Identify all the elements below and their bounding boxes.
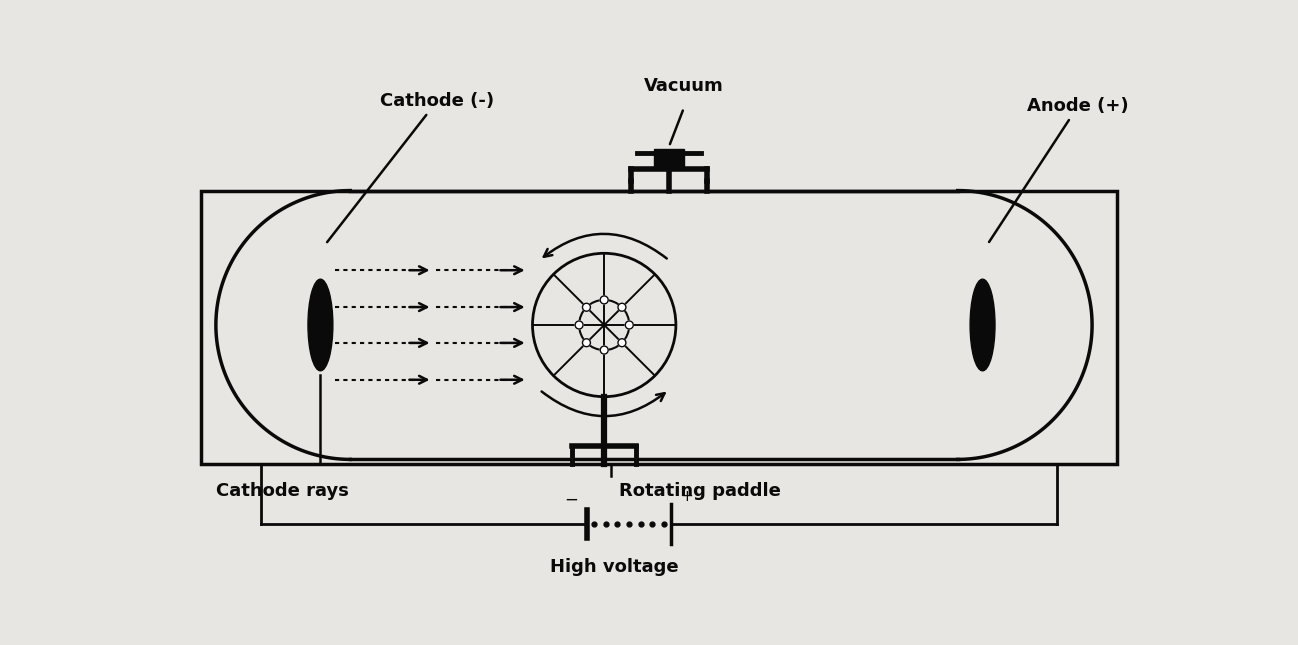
Circle shape bbox=[618, 303, 626, 312]
Circle shape bbox=[575, 321, 583, 329]
Text: Cathode rays: Cathode rays bbox=[215, 482, 349, 501]
Text: +: + bbox=[680, 489, 693, 504]
Circle shape bbox=[600, 296, 609, 304]
Text: Cathode (-): Cathode (-) bbox=[327, 92, 495, 242]
Ellipse shape bbox=[308, 279, 332, 371]
Text: Vacuum: Vacuum bbox=[644, 77, 724, 95]
Circle shape bbox=[618, 339, 626, 347]
Polygon shape bbox=[654, 149, 684, 168]
Circle shape bbox=[626, 321, 633, 329]
Text: Anode (+): Anode (+) bbox=[989, 97, 1129, 242]
Text: −: − bbox=[565, 490, 579, 508]
Circle shape bbox=[583, 339, 591, 347]
Text: Rotating paddle: Rotating paddle bbox=[619, 482, 781, 501]
Circle shape bbox=[583, 303, 591, 312]
Circle shape bbox=[600, 346, 609, 354]
Ellipse shape bbox=[970, 279, 996, 371]
Text: High voltage: High voltage bbox=[550, 558, 679, 576]
